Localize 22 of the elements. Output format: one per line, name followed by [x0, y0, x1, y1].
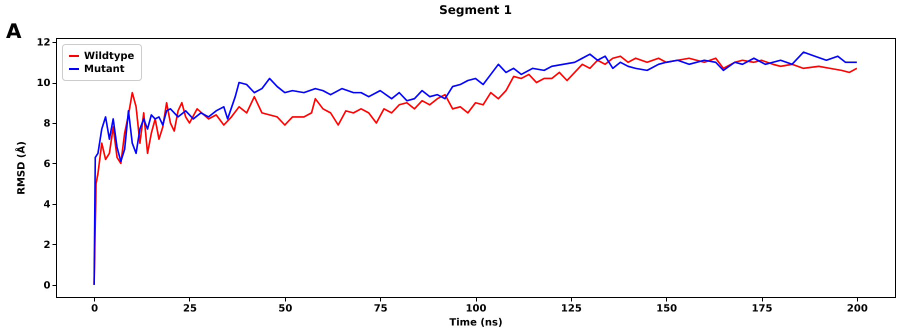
x-tick-label: 25	[183, 304, 197, 314]
y-tick-label: 0	[44, 280, 51, 292]
y-tick-label: 2	[44, 240, 51, 251]
y-tick-label: 12	[36, 38, 51, 49]
text: A	[6, 19, 22, 43]
y-tick-label: 4	[44, 199, 51, 210]
x-tick-label: 125	[560, 304, 582, 314]
y-tick-label: 10	[36, 78, 51, 90]
legend-label: Mutant	[84, 64, 125, 75]
legend-label: Wildtype	[84, 51, 134, 62]
x-tick-label: 75	[374, 304, 388, 314]
x-tick-label: 0	[91, 304, 98, 314]
x-tick-label: 100	[466, 304, 486, 314]
y-tick-label: 8	[44, 118, 51, 130]
y-axis-title: RMSD (Å)	[14, 141, 28, 195]
x-tick-label: 200	[846, 304, 868, 314]
chart-title: Segment 1	[439, 3, 512, 17]
x-axis-title: Time (ns)	[449, 318, 503, 328]
x-tick-label: 50	[278, 304, 292, 314]
x-tick-label: 150	[656, 304, 678, 314]
y-tick-label: 6	[44, 158, 51, 170]
x-tick-label: 175	[752, 304, 772, 314]
